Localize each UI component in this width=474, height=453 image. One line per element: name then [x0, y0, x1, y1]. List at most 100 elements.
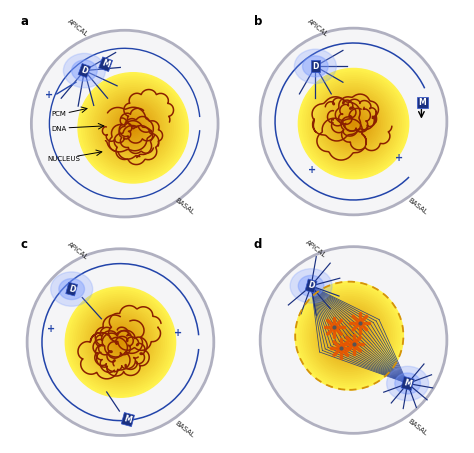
Ellipse shape — [395, 373, 420, 394]
Ellipse shape — [338, 324, 361, 347]
Ellipse shape — [302, 72, 405, 175]
Ellipse shape — [344, 330, 355, 342]
Text: +: + — [173, 328, 182, 337]
Ellipse shape — [122, 116, 145, 139]
Ellipse shape — [321, 92, 386, 156]
Ellipse shape — [295, 282, 403, 390]
Ellipse shape — [321, 308, 377, 364]
Circle shape — [260, 28, 447, 215]
Ellipse shape — [105, 99, 162, 156]
Ellipse shape — [101, 96, 165, 160]
Ellipse shape — [319, 89, 388, 158]
Text: +: + — [46, 90, 54, 100]
Ellipse shape — [107, 101, 160, 154]
Ellipse shape — [312, 82, 395, 165]
Ellipse shape — [79, 300, 162, 384]
Text: BASAL: BASAL — [173, 420, 195, 439]
Ellipse shape — [346, 332, 353, 339]
Ellipse shape — [298, 275, 324, 296]
Ellipse shape — [348, 118, 359, 129]
Ellipse shape — [120, 115, 146, 141]
Ellipse shape — [302, 56, 328, 77]
Ellipse shape — [318, 87, 390, 160]
Ellipse shape — [340, 327, 359, 345]
Ellipse shape — [94, 315, 147, 369]
Ellipse shape — [338, 108, 369, 139]
Text: APICAL: APICAL — [306, 18, 329, 38]
Ellipse shape — [98, 319, 143, 365]
Text: D: D — [67, 284, 76, 294]
Text: D: D — [80, 65, 89, 76]
Ellipse shape — [103, 325, 137, 359]
Ellipse shape — [327, 97, 380, 150]
Ellipse shape — [82, 77, 184, 179]
Ellipse shape — [314, 300, 385, 371]
Circle shape — [31, 30, 218, 217]
Ellipse shape — [299, 285, 400, 386]
Text: APICAL: APICAL — [67, 18, 90, 38]
Ellipse shape — [336, 323, 362, 349]
Ellipse shape — [75, 296, 166, 388]
Ellipse shape — [301, 287, 398, 384]
Ellipse shape — [86, 80, 181, 175]
Ellipse shape — [81, 302, 160, 382]
Ellipse shape — [71, 293, 170, 391]
Text: c: c — [21, 238, 28, 251]
Ellipse shape — [69, 291, 172, 394]
Text: M: M — [123, 414, 133, 425]
Text: D: D — [312, 62, 319, 71]
Ellipse shape — [90, 84, 177, 172]
Ellipse shape — [325, 95, 382, 152]
Ellipse shape — [346, 116, 361, 131]
Ellipse shape — [316, 86, 392, 162]
Text: NUCLEUS: NUCLEUS — [47, 156, 80, 162]
Ellipse shape — [92, 313, 149, 371]
Ellipse shape — [310, 80, 397, 167]
Ellipse shape — [59, 279, 84, 299]
Ellipse shape — [334, 321, 364, 351]
Ellipse shape — [333, 103, 374, 145]
Ellipse shape — [342, 112, 365, 135]
Ellipse shape — [116, 111, 150, 145]
Ellipse shape — [103, 97, 164, 158]
Ellipse shape — [110, 105, 156, 151]
Text: +: + — [308, 165, 316, 175]
Ellipse shape — [97, 92, 169, 164]
Ellipse shape — [306, 76, 401, 171]
Text: +: + — [395, 153, 403, 163]
Text: a: a — [21, 15, 29, 29]
Ellipse shape — [101, 323, 139, 361]
Ellipse shape — [350, 120, 357, 127]
Text: D: D — [307, 281, 315, 291]
Ellipse shape — [347, 334, 351, 337]
Ellipse shape — [344, 114, 363, 133]
Circle shape — [27, 249, 214, 435]
Ellipse shape — [331, 101, 376, 146]
Ellipse shape — [95, 90, 171, 166]
Ellipse shape — [99, 94, 167, 162]
Ellipse shape — [67, 289, 173, 395]
Ellipse shape — [323, 93, 384, 154]
Ellipse shape — [78, 72, 188, 183]
Ellipse shape — [84, 306, 156, 378]
Ellipse shape — [323, 310, 375, 362]
Ellipse shape — [319, 306, 379, 366]
Ellipse shape — [115, 337, 126, 348]
Ellipse shape — [118, 340, 122, 344]
Ellipse shape — [129, 124, 137, 132]
Ellipse shape — [65, 287, 176, 397]
Ellipse shape — [91, 86, 175, 170]
Text: BASAL: BASAL — [406, 418, 428, 436]
Ellipse shape — [93, 88, 173, 168]
Ellipse shape — [109, 331, 132, 353]
Ellipse shape — [51, 272, 93, 306]
Ellipse shape — [113, 334, 128, 350]
Ellipse shape — [88, 310, 153, 375]
Ellipse shape — [90, 312, 151, 372]
Text: PCM: PCM — [52, 111, 66, 117]
Ellipse shape — [105, 327, 136, 357]
Ellipse shape — [297, 284, 401, 388]
Ellipse shape — [306, 293, 392, 379]
Text: M: M — [419, 98, 426, 107]
Ellipse shape — [88, 82, 179, 173]
